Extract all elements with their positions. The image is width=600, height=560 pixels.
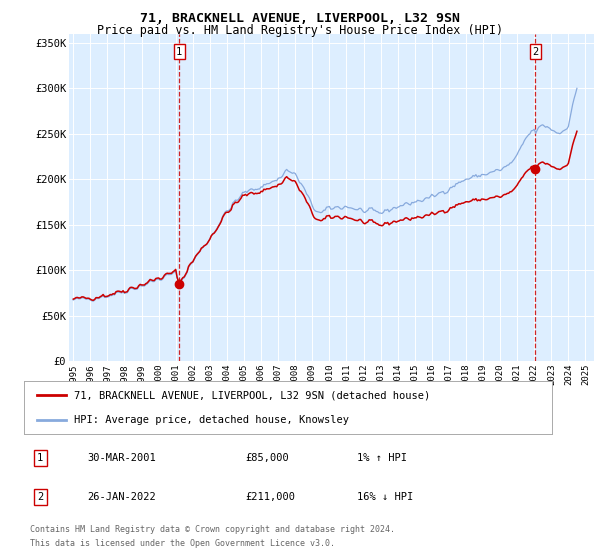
Text: 1: 1 — [37, 453, 43, 463]
Text: 16% ↓ HPI: 16% ↓ HPI — [356, 492, 413, 502]
Text: This data is licensed under the Open Government Licence v3.0.: This data is licensed under the Open Gov… — [30, 539, 335, 548]
Text: 30-MAR-2001: 30-MAR-2001 — [88, 453, 156, 463]
Text: 71, BRACKNELL AVENUE, LIVERPOOL, L32 9SN: 71, BRACKNELL AVENUE, LIVERPOOL, L32 9SN — [140, 12, 460, 25]
Text: HPI: Average price, detached house, Knowsley: HPI: Average price, detached house, Know… — [74, 414, 349, 424]
Text: 1: 1 — [176, 46, 182, 57]
Text: 2: 2 — [532, 46, 539, 57]
Text: 71, BRACKNELL AVENUE, LIVERPOOL, L32 9SN (detached house): 71, BRACKNELL AVENUE, LIVERPOOL, L32 9SN… — [74, 390, 430, 400]
Text: 1% ↑ HPI: 1% ↑ HPI — [356, 453, 407, 463]
Text: 26-JAN-2022: 26-JAN-2022 — [88, 492, 156, 502]
Text: 2: 2 — [37, 492, 43, 502]
Text: Contains HM Land Registry data © Crown copyright and database right 2024.: Contains HM Land Registry data © Crown c… — [30, 525, 395, 534]
Text: £85,000: £85,000 — [246, 453, 290, 463]
Text: Price paid vs. HM Land Registry's House Price Index (HPI): Price paid vs. HM Land Registry's House … — [97, 24, 503, 36]
Text: £211,000: £211,000 — [246, 492, 296, 502]
